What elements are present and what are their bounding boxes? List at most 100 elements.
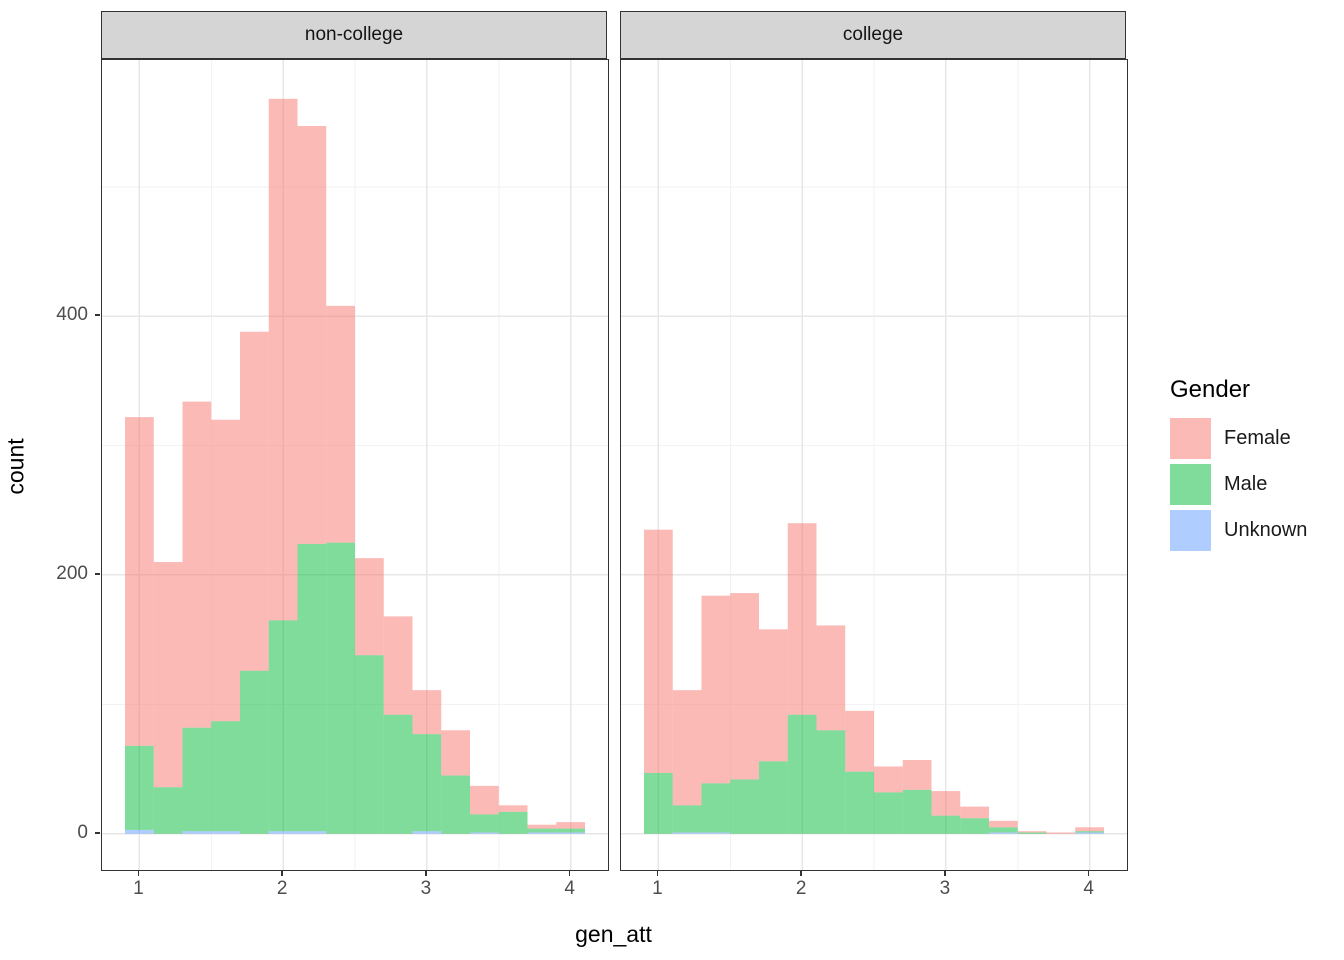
legend-label: Unknown (1224, 519, 1308, 541)
x-tick-label: 3 (420, 878, 432, 899)
bar-segment-male (931, 815, 961, 834)
bar-segment-unknown (125, 829, 154, 834)
y-tick-mark (94, 314, 100, 316)
bar-segment-female (787, 523, 817, 715)
x-tick-mark (1087, 870, 1090, 876)
legend-entry-female: Female (1170, 418, 1307, 459)
x-tick-label: 1 (133, 878, 144, 899)
x-tick-mark (137, 870, 140, 876)
legend-key-swatch (1170, 418, 1211, 459)
bar-segment-female (182, 401, 212, 728)
bar-segment-female (1046, 832, 1076, 834)
panel-plot-college (621, 60, 1127, 870)
bar-segment-female (268, 98, 298, 621)
bar-segment-female (644, 529, 673, 773)
bar-segment-male (125, 745, 154, 830)
bar-segment-male (845, 771, 874, 834)
bar-segment-unknown (672, 832, 702, 834)
bar-segment-unknown (527, 832, 557, 834)
bar-segment-unknown (182, 831, 212, 834)
bar-segment-female (1075, 827, 1104, 832)
bar-segment-female (759, 629, 788, 762)
panel-college (620, 59, 1128, 871)
bar-segment-female (383, 616, 413, 715)
bar-segment-female (845, 710, 874, 772)
bar-segment-male (268, 620, 298, 832)
x-tick-mark (656, 870, 659, 876)
bar-segment-female (326, 305, 355, 543)
bar-segment-female (1017, 831, 1047, 833)
bar-segment-female (240, 331, 269, 671)
x-tick-mark (568, 870, 571, 876)
panel-plot-non-college (102, 60, 608, 870)
y-tick-label: 200 (56, 562, 88, 584)
bar-segment-female (874, 766, 903, 793)
legend-title: Gender (1170, 376, 1251, 403)
bar-segment-male (759, 761, 788, 834)
bar-segment-male (1075, 831, 1104, 833)
bar-segment-female (816, 625, 846, 731)
bar-segment-male (355, 655, 384, 834)
y-tick-mark (94, 832, 100, 834)
bar-segment-male (240, 670, 269, 834)
x-tick-mark (281, 870, 283, 876)
legend-label: Female (1224, 427, 1291, 449)
bar-segment-male (989, 827, 1018, 833)
y-tick-label: 400 (56, 304, 88, 326)
bar-segment-male (441, 775, 470, 834)
bar-segment-female (470, 785, 499, 815)
bar-segment-female (297, 125, 327, 544)
facet-label-non-college: non-college (304, 24, 404, 45)
bar-segment-female (989, 820, 1018, 828)
facet-strip-college: college (620, 11, 1126, 59)
bar-segment-male (1017, 832, 1047, 834)
x-tick-label: 4 (564, 878, 575, 899)
x-tick-label: 2 (276, 878, 288, 899)
bar-segment-male (902, 789, 932, 834)
y-axis-title: count (2, 438, 29, 495)
bar-segment-female (556, 822, 585, 829)
bar-segment-male (701, 783, 731, 833)
bar-segment-unknown (701, 832, 731, 834)
legend-entry-unknown: Unknown (1170, 510, 1307, 551)
bar-segment-female (960, 806, 989, 819)
x-tick-mark (944, 870, 946, 876)
legend-key-swatch (1170, 510, 1211, 551)
x-axis-title: gen_att (575, 921, 652, 947)
bar-segment-female (902, 760, 932, 790)
bar-segment-female (701, 595, 731, 784)
x-tick-label: 2 (795, 878, 807, 899)
bar-segment-female (441, 730, 470, 776)
bar-segment-female (931, 791, 961, 816)
bar-segment-female (355, 558, 384, 656)
bar-segment-male (672, 805, 702, 833)
bar-segment-male (412, 734, 442, 832)
bar-segment-male (874, 792, 903, 834)
x-tick-label: 1 (652, 878, 663, 899)
facet-label-college: college (842, 24, 904, 45)
bar-segment-unknown (268, 831, 298, 834)
bar-segment-male (527, 828, 557, 833)
legend-entry-male: Male (1170, 464, 1307, 505)
panel-non-college (101, 59, 609, 871)
bar-segment-female (153, 562, 183, 788)
x-tick-mark (425, 870, 427, 876)
y-tick-label: 0 (77, 821, 88, 843)
bar-segment-male (498, 811, 528, 834)
bar-segment-male (326, 542, 355, 834)
bar-segment-male (816, 730, 846, 834)
legend-key-swatch (1170, 464, 1211, 505)
bar-segment-male (644, 772, 673, 834)
bar-segment-unknown (297, 831, 327, 834)
bar-segment-female (527, 824, 557, 829)
bar-segment-male (960, 818, 989, 834)
bar-segment-male (470, 814, 499, 833)
bar-segment-unknown (989, 832, 1018, 834)
bar-segment-female (211, 419, 240, 722)
bar-segment-unknown (556, 832, 585, 834)
x-tick-label: 4 (1083, 878, 1094, 899)
bar-segment-male (730, 779, 759, 834)
bar-segment-male (556, 828, 585, 833)
bar-segment-unknown (470, 832, 499, 834)
